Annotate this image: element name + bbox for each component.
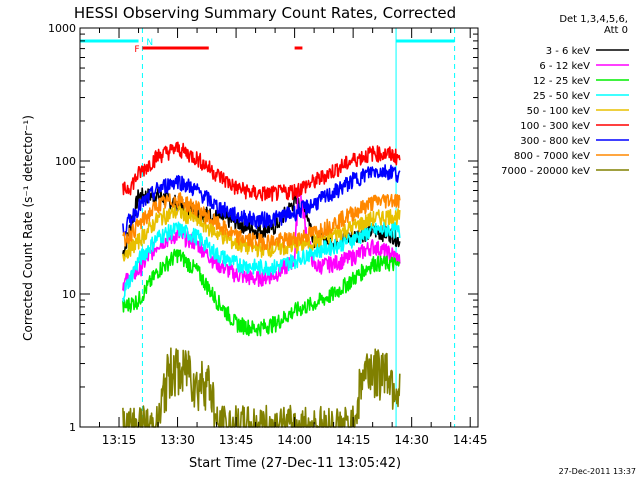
x-tick-label: 13:15	[102, 433, 137, 447]
y-axis-label: Corrected Count Rate (s⁻¹ detector⁻¹)	[21, 115, 35, 341]
legend-header: Det 1,3,4,5,6,	[559, 14, 628, 25]
interval-label: N	[146, 38, 153, 48]
axes: 1 10 100 1000 13:15 13:30 13:45 14:00 14:15 14:30…	[48, 22, 487, 447]
series-line-5	[122, 141, 401, 202]
x-axis-label: Start Time (27-Dec-11 13:05:42)	[189, 456, 401, 471]
legend-label: 300 - 800 keV	[520, 136, 590, 147]
plot-area: FN	[79, 28, 456, 428]
x-tick-label: 14:00	[277, 433, 312, 447]
plot-frame	[79, 27, 479, 428]
y-tick-label: 1	[69, 421, 76, 434]
timestamp: 27-Dec-2011 13:37	[559, 467, 636, 476]
legend-label: 3 - 6 keV	[546, 46, 590, 57]
legend-header: Att 0	[604, 25, 628, 36]
legend-label: 800 - 7000 keV	[514, 151, 590, 162]
x-tick-label: 13:45	[219, 433, 254, 447]
legend-label: 50 - 100 keV	[527, 106, 591, 117]
y-tick-label: 10	[62, 288, 76, 301]
series-line-4	[122, 204, 401, 262]
series-line-7	[122, 192, 401, 251]
legend-label: 100 - 300 keV	[520, 121, 590, 132]
series-line-6	[122, 164, 401, 237]
x-tick-label: 13:30	[160, 433, 195, 447]
y-tick-label: 100	[55, 155, 76, 168]
series-line-8	[122, 347, 401, 428]
legend: Det 1,3,4,5,6,Att 0 3 - 6 keV 6 - 12 keV 12…	[501, 14, 629, 177]
legend-label: 6 - 12 keV	[539, 61, 590, 72]
interval-label: F	[134, 45, 139, 55]
series-line-2	[122, 248, 401, 337]
y-tick-label: 1000	[48, 22, 76, 35]
series-line-3	[122, 220, 401, 303]
x-tick-label: 14:15	[336, 433, 371, 447]
x-tick-label: 14:30	[394, 433, 429, 447]
legend-label: 25 - 50 keV	[533, 91, 590, 102]
x-tick-label: 14:45	[453, 433, 488, 447]
chart-title: HESSI Observing Summary Count Rates, Cor…	[74, 4, 456, 22]
legend-label: 7000 - 20000 keV	[501, 166, 590, 177]
legend-label: 12 - 25 keV	[533, 76, 590, 87]
